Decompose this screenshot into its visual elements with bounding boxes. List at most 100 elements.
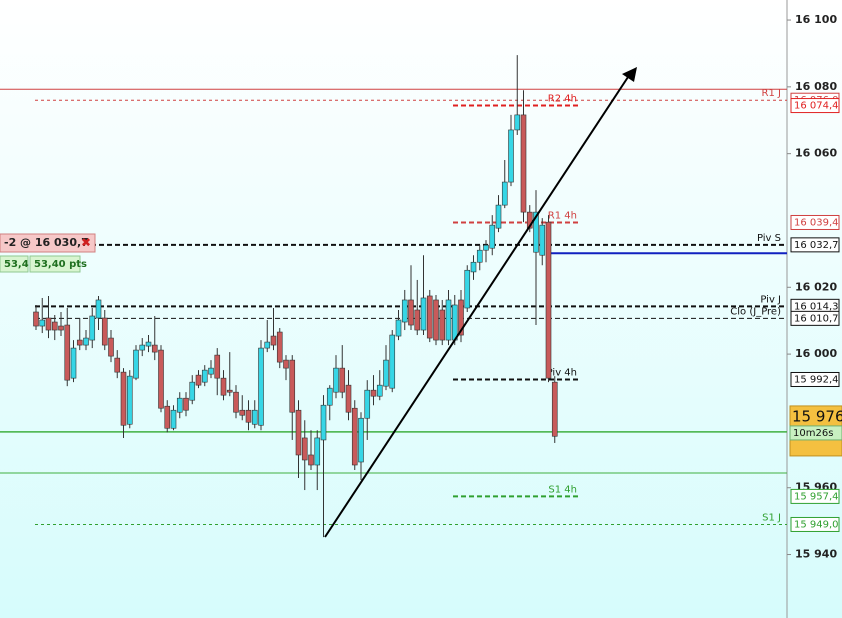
candle-body	[401, 299, 408, 323]
candle-body	[301, 437, 308, 461]
price-box-label: 16 032,7	[794, 240, 839, 251]
order-box[interactable]: -2 @ 16 030,7 ✖ 53,4 53,40 pts	[0, 233, 96, 273]
candle-body	[220, 377, 227, 396]
candle-body	[195, 374, 202, 386]
candle-body	[145, 341, 152, 347]
candle-body	[264, 341, 271, 349]
candle-body	[483, 244, 489, 251]
timer-label: 10m26s	[793, 428, 833, 439]
candle-body	[201, 369, 208, 383]
price-box	[790, 214, 840, 230]
candle-body	[226, 389, 233, 393]
price-box-label: 16 014,3	[794, 301, 839, 312]
candle-body	[433, 299, 439, 341]
y-tick-label: 15 940	[795, 548, 837, 561]
candle-body	[520, 114, 527, 213]
candle-body	[295, 409, 302, 456]
candle-body	[158, 349, 164, 409]
candle-body	[108, 337, 114, 357]
candle-body	[314, 437, 321, 466]
y-tick-label: 16 080	[795, 80, 837, 93]
candle-body	[276, 331, 283, 363]
candle-body	[476, 249, 483, 263]
candle-body	[133, 349, 139, 379]
candle-body	[501, 181, 508, 206]
candle-body	[258, 347, 264, 426]
level-label: Piv J	[760, 294, 781, 305]
price-box	[790, 310, 840, 326]
candle-body	[495, 204, 502, 229]
candle-body	[208, 367, 214, 375]
candle-body	[383, 359, 389, 387]
candle-body	[333, 367, 339, 393]
level-label: Clo (J_Pre)	[730, 306, 781, 317]
order-text: -2 @ 16 030,7	[4, 236, 89, 249]
price-box-label: 16 010,7	[794, 313, 839, 324]
candle-body	[151, 344, 158, 353]
candle-body	[289, 359, 296, 413]
candle-body	[389, 334, 396, 389]
candle-body	[214, 354, 221, 379]
candle-body	[239, 409, 246, 416]
candle-body	[508, 129, 514, 183]
candle-body	[445, 299, 452, 341]
candle-body	[70, 347, 77, 379]
price-box-label: 16 039,4	[794, 217, 839, 228]
candle-body	[514, 114, 521, 131]
candle-body	[351, 407, 358, 466]
price-box-label: 15 992,4	[794, 374, 839, 385]
price-box	[790, 371, 840, 387]
candle-body	[283, 359, 289, 369]
candle-body	[183, 397, 189, 411]
price-box-label: 15 949,0	[794, 519, 839, 530]
close-icon[interactable]: ✖	[81, 236, 91, 250]
candle-body	[101, 317, 108, 346]
price-box	[790, 98, 840, 114]
candle-body	[270, 335, 277, 346]
candle-body	[339, 367, 346, 393]
candle-body	[489, 224, 496, 249]
candle-body	[120, 371, 127, 426]
candle-body	[58, 325, 64, 331]
candle-body	[439, 309, 446, 341]
y-tick-label: 16 100	[795, 13, 837, 26]
price-box	[790, 516, 840, 532]
candle-body	[126, 375, 133, 425]
candle-body	[233, 391, 239, 413]
y-tick-label: 16 020	[795, 280, 837, 293]
candle-body	[551, 381, 558, 437]
candle-body	[464, 269, 471, 309]
candle-body	[426, 295, 433, 339]
candle-body	[45, 317, 52, 331]
level-label: Piv 4h	[547, 367, 577, 378]
candle-body	[370, 389, 377, 397]
candle-body	[408, 299, 414, 326]
y-tick-label: 16 000	[795, 347, 837, 360]
level-label: Piv S	[757, 233, 781, 244]
last-price-label: 15 976,7	[792, 407, 842, 425]
candle-body	[451, 304, 458, 341]
trend-arrow	[324, 67, 637, 538]
candle-body	[533, 211, 539, 253]
level-label: R1 J	[762, 88, 781, 99]
candle-body	[251, 409, 258, 425]
price-box-label: 15 957,4	[794, 491, 839, 502]
candle-body	[139, 344, 146, 351]
candle-body	[364, 389, 371, 419]
candle-body	[51, 321, 58, 331]
candle-body	[326, 387, 333, 406]
candle-body	[358, 417, 364, 463]
candle-body	[176, 397, 183, 413]
candle-body	[33, 311, 39, 327]
candle-body	[164, 405, 171, 429]
candle-body	[376, 384, 383, 397]
candle-body	[83, 337, 89, 346]
order-qty: 53,4	[4, 259, 29, 270]
level-label: S1 4h	[548, 484, 577, 495]
price-box-label: 16 074,4	[794, 101, 839, 112]
candle-body	[414, 309, 421, 331]
candle-body	[458, 299, 464, 336]
candle-body	[470, 261, 477, 273]
candle-body	[76, 339, 83, 346]
candle-body	[395, 319, 402, 337]
